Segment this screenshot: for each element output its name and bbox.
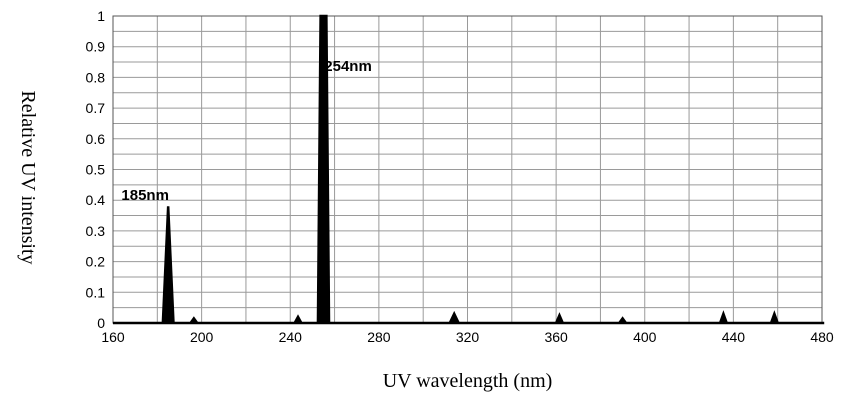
spectrum-line <box>113 14 825 325</box>
y-tick-label: 0.8 <box>86 69 106 85</box>
x-tick-label: 160 <box>101 329 125 345</box>
y-tick-label: 0.5 <box>86 162 106 178</box>
y-tick-label: 1 <box>97 8 105 24</box>
x-tick-label: 280 <box>367 329 391 345</box>
grid <box>112 15 823 324</box>
x-tick-label: 480 <box>810 329 834 345</box>
peak-annotations: 185nm 254nm <box>121 58 371 204</box>
y-tick-label: 0.2 <box>86 254 106 270</box>
y-tick-label: 0.7 <box>86 100 106 116</box>
tick-labels: 160 200 240 280 320 360 400 440 480 0 0.1 0.2 0.3 0.4… <box>86 8 834 345</box>
y-tick-label: 0.1 <box>86 284 106 300</box>
y-tick-label: 0.9 <box>86 39 106 55</box>
x-tick-label: 320 <box>456 329 480 345</box>
y-axis-title: Relative UV intensity <box>17 90 39 264</box>
peak-label: 185nm <box>121 187 169 204</box>
y-tick-label: 0.6 <box>86 131 106 147</box>
y-tick-label: 0 <box>97 315 105 331</box>
y-tick-label: 0.3 <box>86 223 106 239</box>
x-tick-label: 200 <box>190 329 214 345</box>
x-tick-label: 360 <box>544 329 568 345</box>
x-tick-label: 240 <box>279 329 303 345</box>
x-tick-label: 440 <box>722 329 746 345</box>
x-axis-title: UV wavelength (nm) <box>383 370 553 392</box>
y-tick-label: 0.4 <box>86 192 106 208</box>
peak-label: 254nm <box>324 58 372 75</box>
x-tick-label: 400 <box>633 329 657 345</box>
